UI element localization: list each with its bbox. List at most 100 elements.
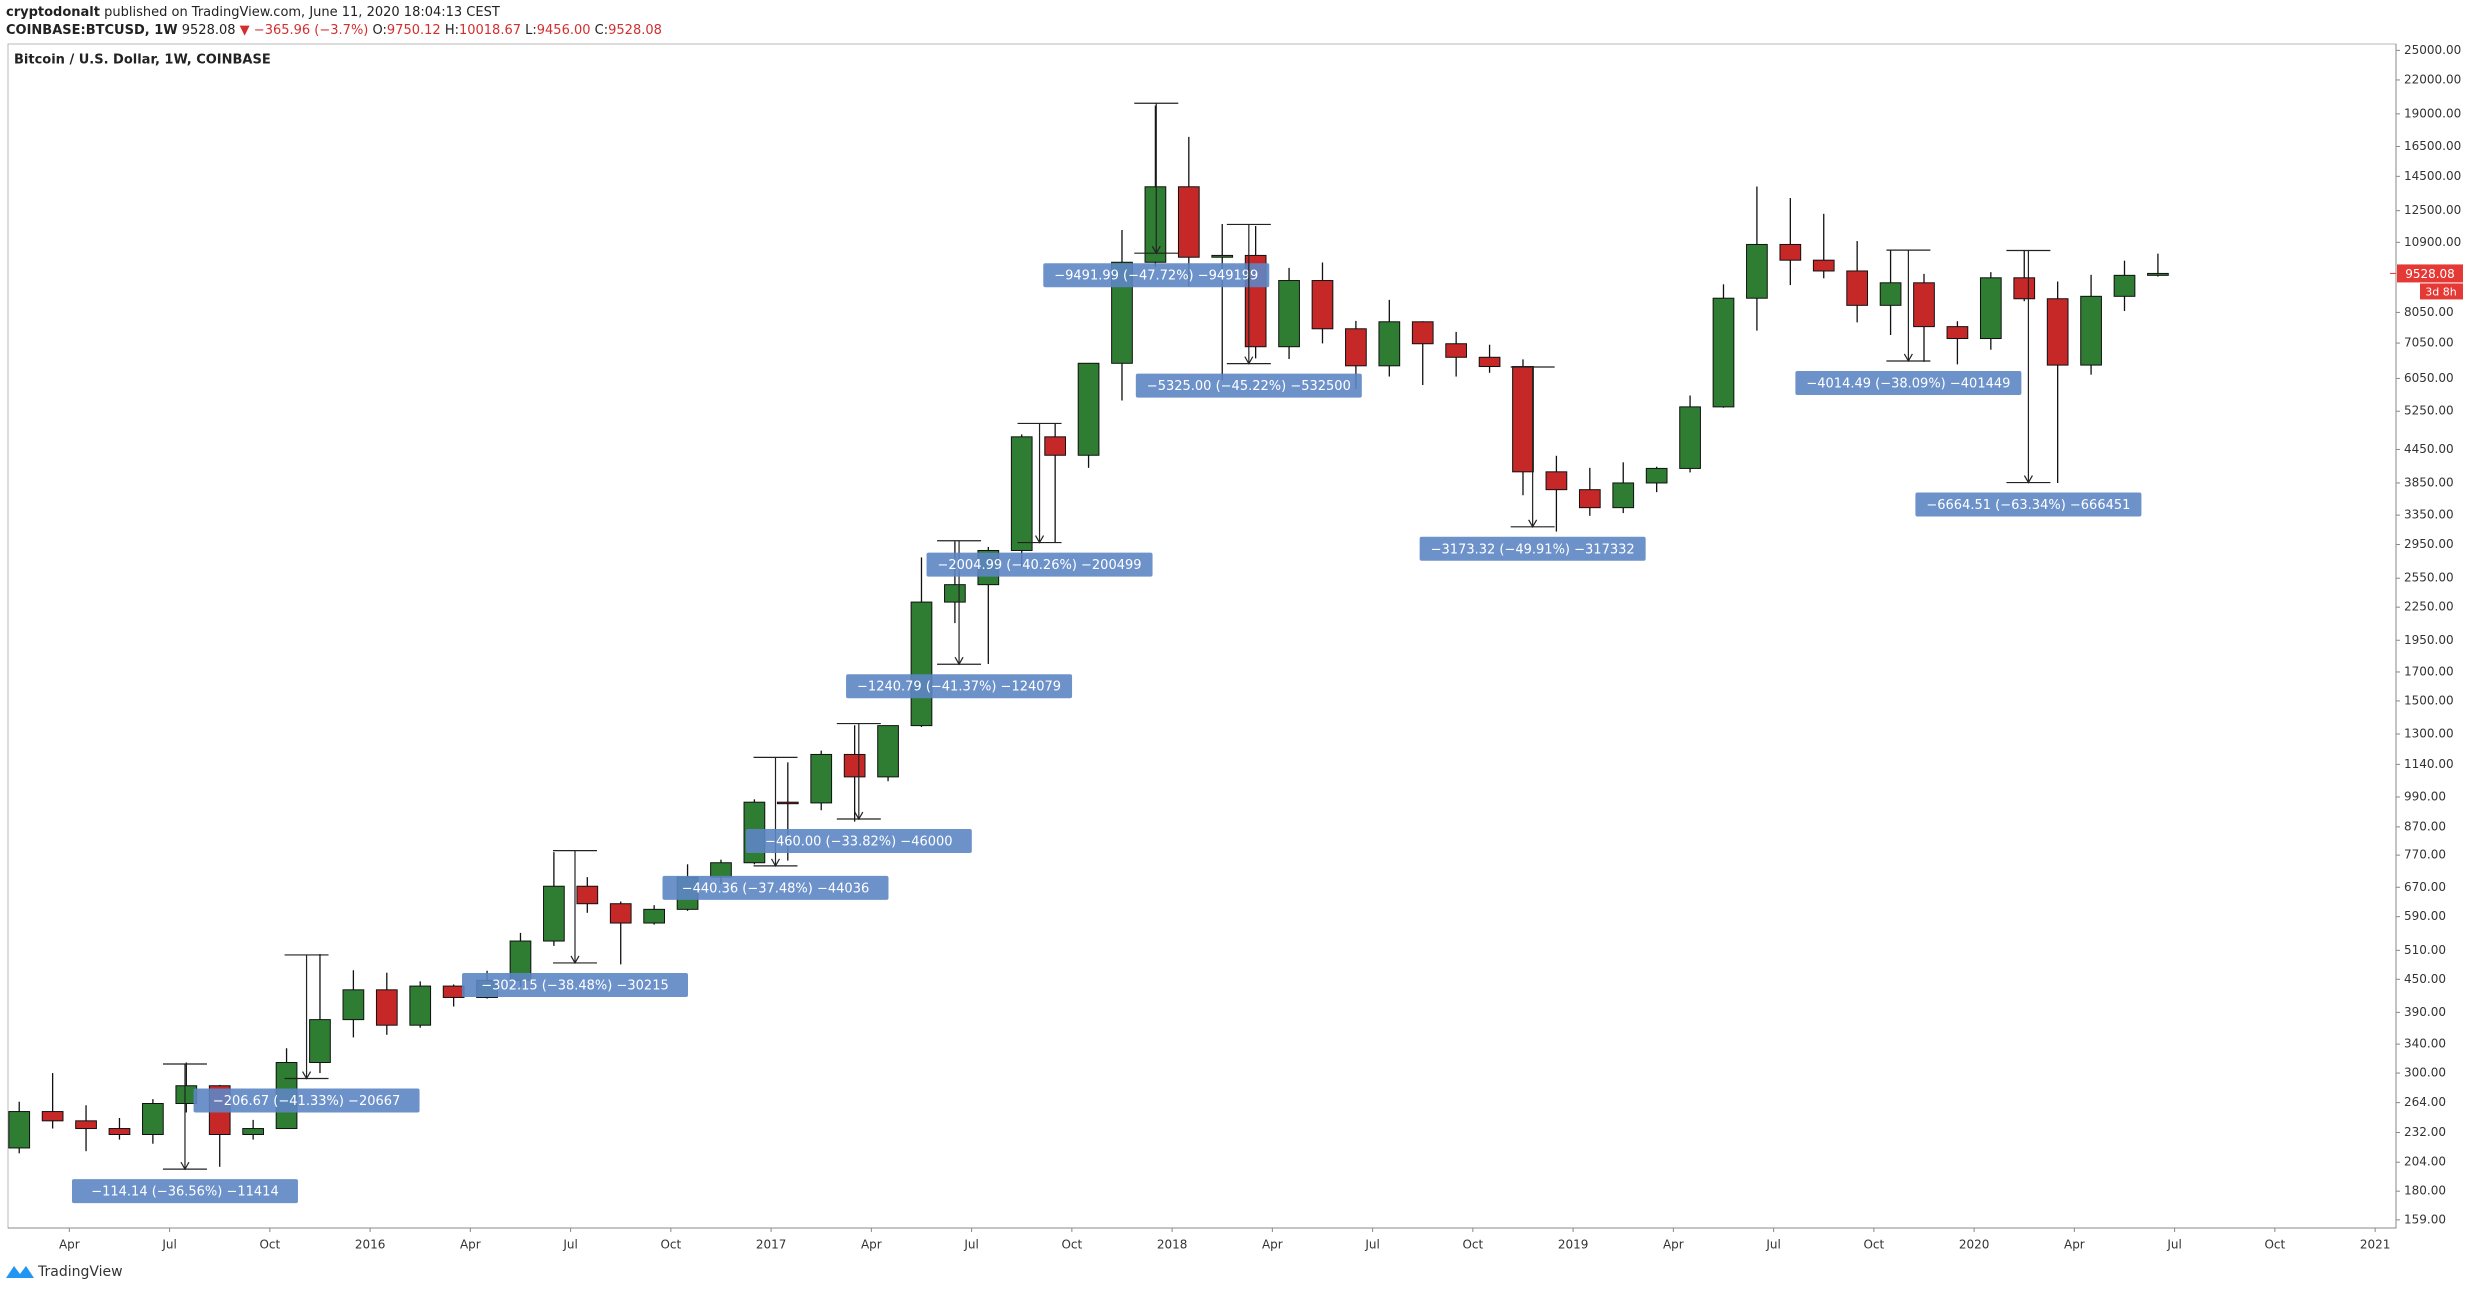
measure-arrow <box>302 1071 312 1080</box>
ohlc-label: O: <box>373 23 387 38</box>
candle-body <box>242 1128 264 1135</box>
y-tick-label: 180.00 <box>2404 1184 2446 1198</box>
measure-box <box>1419 536 1646 561</box>
ohlc-label: H: <box>445 23 459 38</box>
candle-body <box>8 1111 31 1149</box>
measure-arrow <box>1244 356 1254 365</box>
publisher: cryptodonalt <box>6 5 100 20</box>
y-tick-label: 19000.00 <box>2404 106 2461 120</box>
measure: −302.15 (−38.48%) −30215 <box>461 850 688 997</box>
candle-body <box>2080 295 2102 366</box>
brand: TradingView <box>37 1264 123 1280</box>
last-price-tag <box>2397 264 2463 283</box>
measure-arrow <box>954 656 964 666</box>
y-tick-label: 6050.00 <box>2404 371 2454 385</box>
measure: −206.67 (−41.33%) −20667 <box>193 954 420 1113</box>
candle-body <box>409 985 432 1026</box>
measure-label: −460.00 (−33.82%) −46000 <box>765 835 953 850</box>
x-tick-label: Jul <box>161 1238 176 1252</box>
candle-body <box>2113 274 2136 297</box>
x-tick-label: Apr <box>861 1238 882 1252</box>
y-tick-label: 340.00 <box>2404 1037 2446 1051</box>
measure-box <box>193 1088 420 1113</box>
y-tick-label: 12500.00 <box>2404 203 2461 217</box>
y-tick-label: 159.00 <box>2404 1212 2446 1226</box>
candle-body <box>576 885 599 905</box>
measure-box <box>71 1179 298 1204</box>
candle-body <box>142 1102 164 1135</box>
last: 9528.08 <box>182 23 236 38</box>
ohlc-label: C: <box>595 23 608 38</box>
y-tick-label: 450.00 <box>2404 972 2446 986</box>
symbol-line: COINBASE:BTCUSD, 1W 9528.08 ▼ −365.96 (−… <box>6 23 662 38</box>
candle-body <box>1445 343 1468 358</box>
plot-frame <box>7 43 2397 1229</box>
ohlc-value: 9528.08 <box>608 23 662 38</box>
measure-box <box>1135 373 1362 398</box>
y-tick-label: 16500.00 <box>2404 139 2461 153</box>
measure-box <box>926 552 1153 577</box>
candle-body <box>1111 261 1133 364</box>
measure: −4014.49 (−38.09%) −401449 <box>1795 249 2022 395</box>
measure-label: −4014.49 (−38.09%) −401449 <box>1806 376 2010 391</box>
y-tick-label: 25000.00 <box>2404 43 2461 57</box>
candle-body <box>1512 366 1534 473</box>
x-tick-label: Apr <box>1262 1238 1283 1252</box>
x-tick-label: Oct <box>1061 1238 1082 1252</box>
candle-body <box>2013 277 2036 300</box>
measure-box <box>662 875 889 900</box>
y-tick-label: 4450.00 <box>2404 442 2454 456</box>
x-tick-label: 2019 <box>1558 1238 1589 1252</box>
measure-arrow <box>2023 475 2033 484</box>
y-tick-label: 770.00 <box>2404 848 2446 862</box>
measure: −114.14 (−36.56%) −11414 <box>71 1063 298 1204</box>
x-tick-label: Apr <box>1663 1238 1684 1252</box>
candle-body <box>1612 482 1635 509</box>
candle-body <box>309 1019 331 1064</box>
candle-body <box>1010 436 1033 551</box>
measure: −6664.51 (−63.34%) −666451 <box>1915 249 2142 517</box>
candle-body <box>776 801 799 805</box>
candle-body <box>1979 277 2002 340</box>
x-tick-label: Oct <box>1863 1238 1884 1252</box>
candle-body <box>41 1111 64 1122</box>
y-tick-label: 2950.00 <box>2404 537 2454 551</box>
candle-body <box>1044 436 1067 456</box>
y-tick-label: 10900.00 <box>2404 235 2461 249</box>
y-tick-label: 232.00 <box>2404 1125 2446 1139</box>
y-tick-label: 590.00 <box>2404 909 2446 923</box>
x-tick-label: Apr <box>59 1238 80 1252</box>
measure-arrow <box>570 955 580 965</box>
y-tick-label: 1300.00 <box>2404 727 2454 741</box>
candle-body <box>1913 282 1935 328</box>
candle-body <box>1846 270 1869 306</box>
measure: −440.36 (−37.48%) −44036 <box>662 756 889 900</box>
y-tick-label: 390.00 <box>2404 1005 2446 1019</box>
candle-body <box>1679 406 1701 469</box>
x-tick-label: 2016 <box>355 1238 386 1252</box>
change-arrow: ▼ <box>240 23 250 38</box>
candle-body <box>1545 471 1568 491</box>
candle-body <box>1177 186 1200 258</box>
ohlc-value: 9456.00 <box>537 23 591 38</box>
x-tick-label: Jul <box>2166 1238 2181 1252</box>
candle-body <box>1645 467 1668 484</box>
candle-body <box>1077 362 1100 456</box>
candle-body <box>1378 321 1401 367</box>
candle-body <box>342 989 365 1021</box>
x-tick-label: Apr <box>2064 1238 2085 1252</box>
candle-body <box>1345 328 1367 367</box>
x-tick-label: Oct <box>2264 1238 2285 1252</box>
y-tick-label: 670.00 <box>2404 880 2446 894</box>
measure-box <box>1795 370 2022 395</box>
candle-body <box>175 1085 198 1104</box>
candle-body <box>1712 297 1735 408</box>
x-tick-label: 2017 <box>756 1238 787 1252</box>
x-tick-label: 2020 <box>1959 1238 1990 1252</box>
candle-body <box>1311 280 1334 330</box>
measure-arrow <box>180 1161 190 1171</box>
candle-body <box>910 601 933 727</box>
measure: −3173.32 (−49.91%) −317332 <box>1419 366 1646 561</box>
candle-body <box>543 885 565 942</box>
y-tick-label: 7050.00 <box>2404 336 2454 350</box>
